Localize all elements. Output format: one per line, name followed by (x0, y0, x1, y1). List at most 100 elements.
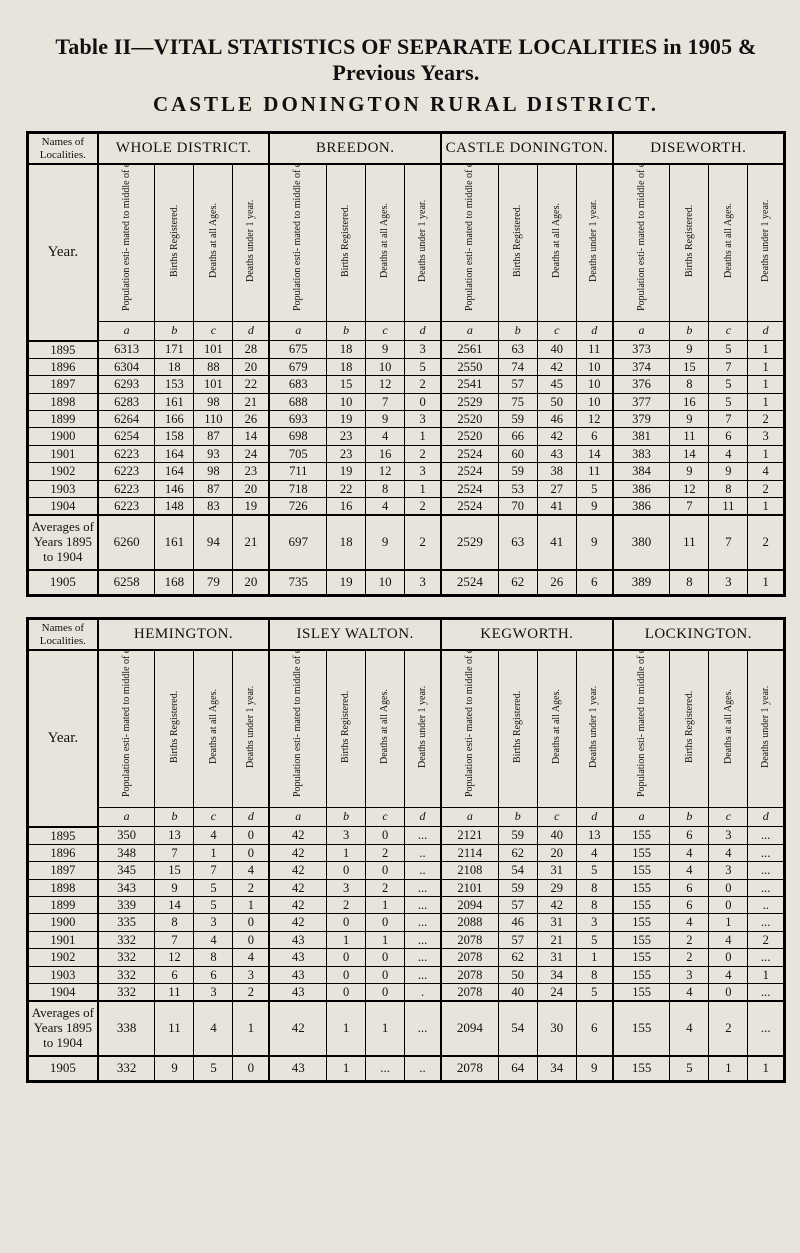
cell: 2108 (441, 862, 498, 879)
col-letter: c (194, 808, 233, 827)
cell: 5 (576, 480, 612, 497)
cell: 155 (613, 931, 670, 948)
locality-header: WHOLE DISTRICT. (98, 133, 270, 165)
cell: 332 (98, 983, 155, 1001)
cell: 57 (498, 931, 537, 948)
cell: 3 (405, 341, 441, 359)
cell: 381 (613, 428, 670, 445)
cell: .. (405, 844, 441, 861)
cell: 19 (327, 411, 366, 428)
col-deaths-all: Deaths at all Ages. (366, 164, 405, 321)
locality-header-row: Names of Localities. HEMINGTON. ISLEY WA… (28, 619, 785, 651)
cell: 11 (709, 497, 748, 515)
cell: 4 (366, 497, 405, 515)
cell: 4 (748, 463, 785, 480)
cell: 23 (327, 428, 366, 445)
cell: 0 (233, 844, 269, 861)
col-deaths-u1: Deaths under 1 year. (405, 650, 441, 807)
cell: 15 (155, 862, 194, 879)
cell: 389 (613, 570, 670, 595)
cell: 2094 (441, 897, 498, 914)
data-row: 19003358304200...20884631315541... (28, 914, 785, 931)
cell: ... (405, 879, 441, 896)
cell: 1 (709, 914, 748, 931)
cell: 21 (233, 393, 269, 410)
cell: 345 (98, 862, 155, 879)
cell: 2 (748, 515, 785, 570)
year-1905-label: 1905 (28, 570, 98, 595)
col-letter: a (613, 808, 670, 827)
cell: 21 (233, 515, 269, 570)
cell: 18 (327, 358, 366, 375)
cell: 75 (498, 393, 537, 410)
cell: 1 (366, 1001, 405, 1056)
cell: 8 (576, 897, 612, 914)
cell: 0 (709, 949, 748, 966)
cell: 4 (670, 862, 709, 879)
cell: 8 (709, 480, 748, 497)
cell: 4 (709, 931, 748, 948)
cell: 57 (498, 897, 537, 914)
year-label: 1901 (28, 445, 98, 462)
data-row: 190262231649823711191232524593811384994 (28, 463, 785, 480)
cell: 155 (613, 949, 670, 966)
cell: 5 (709, 341, 748, 359)
cell: 339 (98, 897, 155, 914)
cell: 4 (670, 914, 709, 931)
cell: 3 (748, 428, 785, 445)
col-deaths-u1: Deaths under 1 year. (748, 164, 785, 321)
col-letter: c (366, 322, 405, 341)
cell: 4 (576, 844, 612, 861)
cell: 19 (327, 463, 366, 480)
locality-header: HEMINGTON. (98, 619, 270, 651)
cell: 63 (498, 515, 537, 570)
averages-row: Averages of Years 1895 to 1904 338 11 4 … (28, 1001, 785, 1056)
cell: ... (748, 844, 785, 861)
cell: 166 (155, 411, 194, 428)
year-label: 1898 (28, 879, 98, 896)
cell: 98 (194, 463, 233, 480)
cell: 10 (366, 358, 405, 375)
cell: 8 (670, 570, 709, 595)
cell: 3 (194, 983, 233, 1001)
cell: 155 (613, 1056, 670, 1081)
col-letter: b (155, 808, 194, 827)
cell: 0 (709, 983, 748, 1001)
cell: 0 (233, 914, 269, 931)
cell: 679 (269, 358, 326, 375)
cell: ... (405, 914, 441, 931)
cell: 711 (269, 463, 326, 480)
col-pop: Population esti- mated to middle of each… (613, 650, 670, 807)
cell: 350 (98, 827, 155, 845)
col-deaths-all: Deaths at all Ages. (194, 164, 233, 321)
cell: 168 (155, 570, 194, 595)
cell: 10 (576, 358, 612, 375)
col-letter: a (613, 322, 670, 341)
year-label: 1895 (28, 341, 98, 359)
cell: 70 (498, 497, 537, 515)
cell: 2 (327, 897, 366, 914)
cell: 5 (709, 376, 748, 393)
cell: 6 (576, 428, 612, 445)
cell: 4 (709, 844, 748, 861)
cell: 693 (269, 411, 326, 428)
cell: 87 (194, 428, 233, 445)
cell: 2 (405, 497, 441, 515)
data-row: 1901622316493247052316225246043143831441 (28, 445, 785, 462)
cell: 3 (194, 914, 233, 931)
data-row: 189734515744200..21085431515543... (28, 862, 785, 879)
cell: 40 (537, 827, 576, 845)
cell: ... (748, 1001, 785, 1056)
cell: 6260 (98, 515, 155, 570)
cell: 12 (576, 411, 612, 428)
cell: 5 (405, 358, 441, 375)
cell: 6258 (98, 570, 155, 595)
cell: 87 (194, 480, 233, 497)
cell: 1 (327, 931, 366, 948)
locality-header-row: Names of Localities. WHOLE DISTRICT. BRE… (28, 133, 785, 165)
col-letter: b (327, 808, 366, 827)
cell: 153 (155, 376, 194, 393)
cell: 735 (269, 570, 326, 595)
cell: 3 (327, 827, 366, 845)
cell: 20 (233, 480, 269, 497)
